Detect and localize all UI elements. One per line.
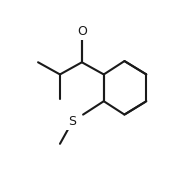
Text: S: S [68, 115, 76, 128]
Text: O: O [77, 25, 87, 38]
